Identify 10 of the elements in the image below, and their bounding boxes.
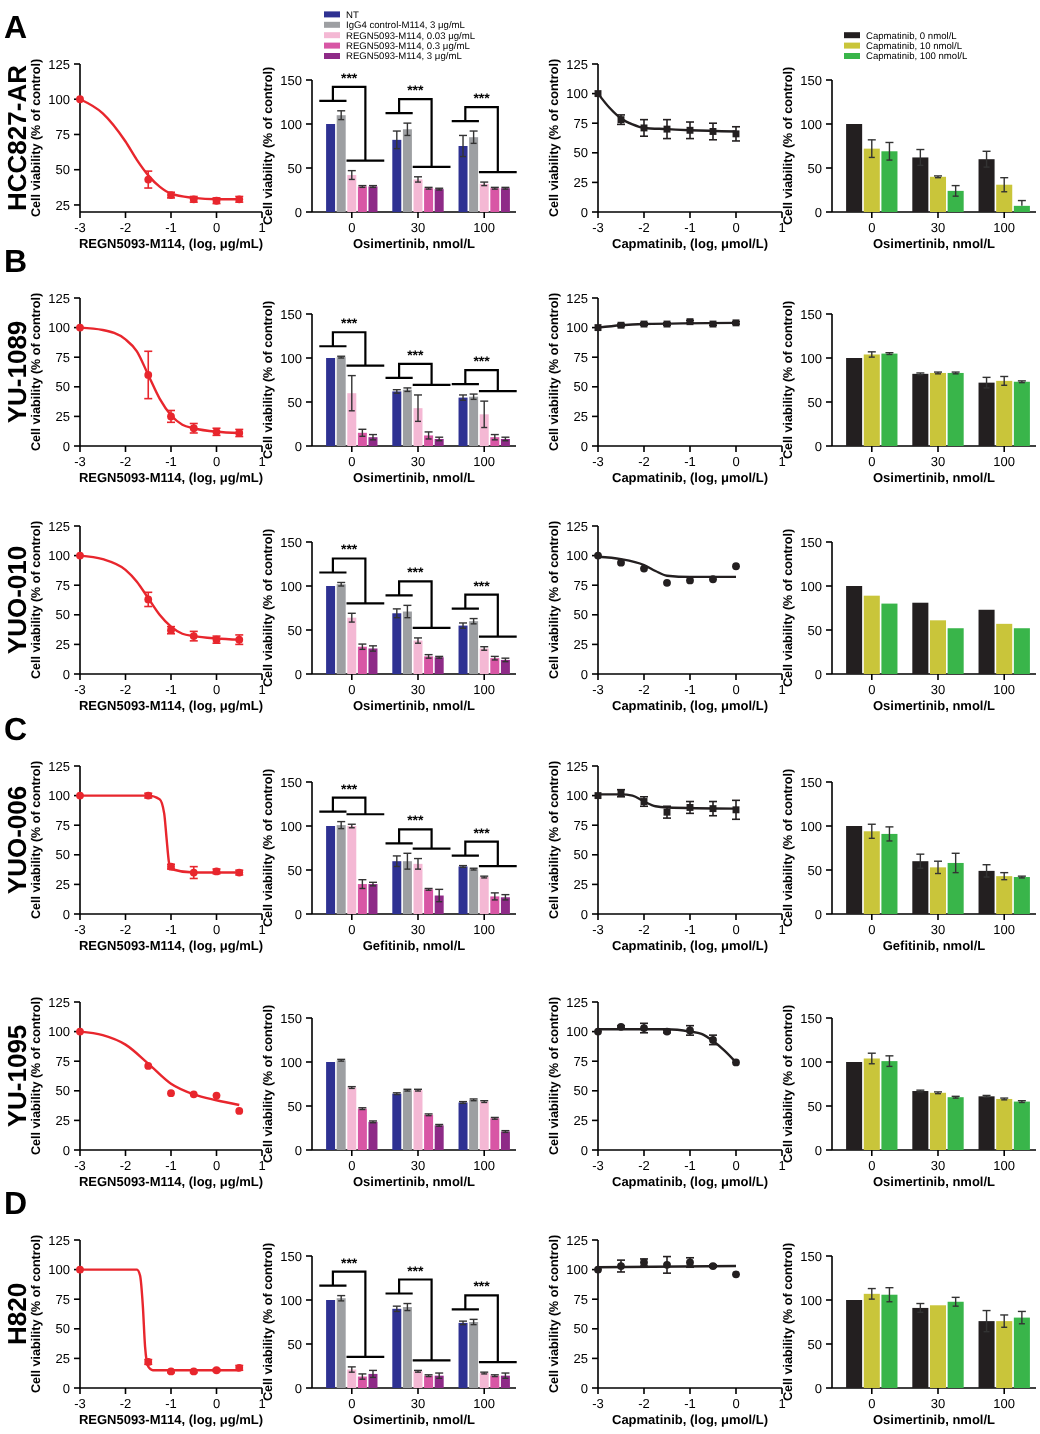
text: D	[4, 1188, 28, 1222]
text: YU-1095	[2, 1024, 32, 1128]
text: B	[4, 246, 28, 280]
text: A	[4, 12, 28, 46]
text: H820	[2, 1282, 32, 1346]
text: HCC827-AR	[2, 63, 32, 211]
text: YUO-006	[2, 785, 32, 895]
text: C	[4, 714, 28, 748]
text: YUO-010	[2, 545, 32, 655]
text: YU-1089	[2, 320, 32, 424]
